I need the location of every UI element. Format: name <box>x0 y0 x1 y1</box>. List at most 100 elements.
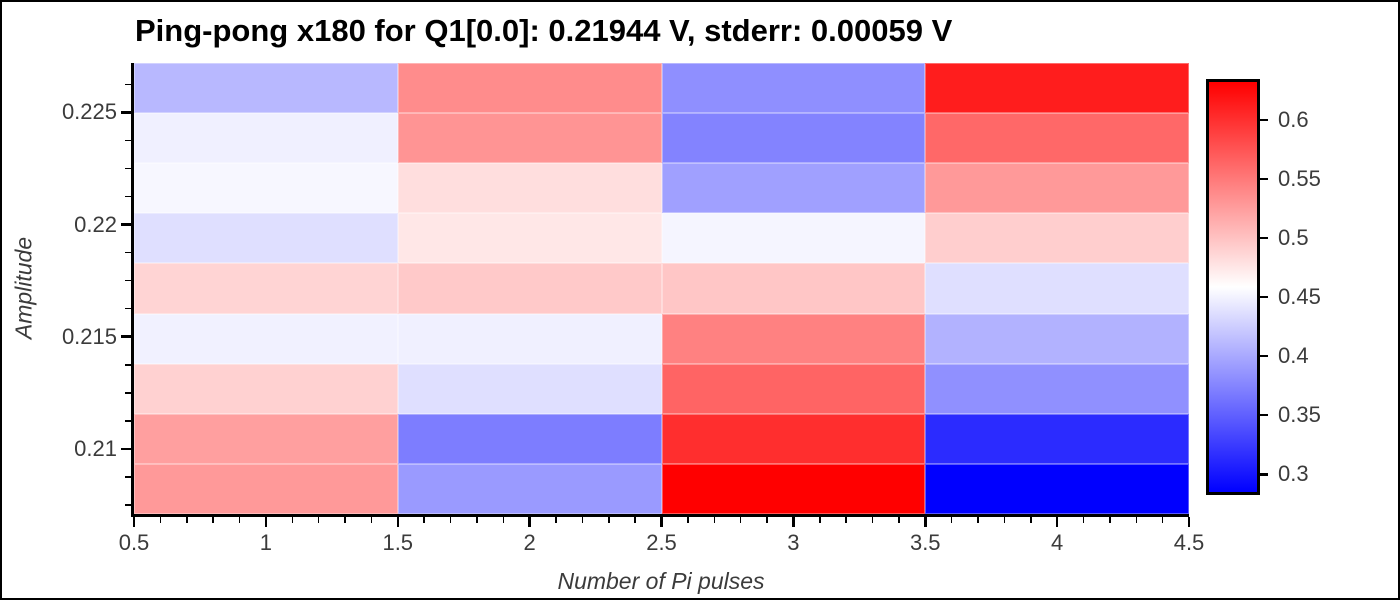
y-tick-label: 0.225 <box>61 99 117 125</box>
heatmap-cell <box>397 213 662 264</box>
heatmap-cell <box>397 313 662 364</box>
heatmap-cell <box>661 463 926 514</box>
x-minor-tick <box>739 517 742 523</box>
heatmap-cell <box>134 463 398 514</box>
y-minor-tick <box>125 83 131 86</box>
y-major-tick <box>121 111 131 114</box>
y-minor-tick <box>125 195 131 198</box>
colorbar-tick-label: 0.35 <box>1278 402 1321 428</box>
x-tick-label: 1.5 <box>382 530 414 555</box>
x-tick-label: 3.5 <box>909 530 941 555</box>
x-minor-tick <box>898 517 900 523</box>
x-axis-label: Number of Pi pulses <box>557 568 765 594</box>
x-minor-tick <box>977 517 979 523</box>
x-minor-tick <box>317 517 320 523</box>
x-minor-tick <box>291 517 293 523</box>
colorbar-tick <box>1260 473 1268 476</box>
y-major-tick <box>121 335 131 338</box>
x-minor-tick <box>845 517 847 523</box>
heatmap-cell <box>134 163 398 214</box>
x-tick-label: 3 <box>787 530 800 555</box>
y-axis-spine <box>131 63 134 517</box>
x-major-tick <box>792 517 795 527</box>
x-major-tick <box>1055 517 1059 527</box>
heatmap-cell <box>134 263 398 314</box>
x-minor-tick <box>1161 517 1164 523</box>
heatmap-cell <box>661 213 926 264</box>
chart-title: Ping-pong x180 for Q1[0.0]: 0.21944 V, s… <box>135 13 953 48</box>
x-tick-label: 4.5 <box>1173 530 1205 555</box>
x-major-tick <box>660 517 663 527</box>
heatmap-cell <box>397 163 662 214</box>
heatmap-cells <box>134 63 1189 514</box>
x-minor-tick <box>555 517 557 523</box>
x-minor-tick <box>344 517 346 523</box>
y-minor-tick <box>125 392 131 394</box>
heatmap-cell <box>134 413 398 464</box>
x-minor-tick <box>159 517 162 523</box>
heatmap-cell <box>134 63 398 114</box>
heatmap-cell <box>397 113 662 164</box>
x-minor-tick <box>581 517 584 523</box>
colorbar-tick-label: 0.45 <box>1278 284 1321 310</box>
x-major-tick <box>924 517 927 527</box>
heatmap-cell <box>661 163 926 214</box>
heatmap-plot-area <box>134 63 1189 514</box>
x-minor-tick <box>1030 517 1032 523</box>
y-minor-tick <box>125 504 131 506</box>
heatmap-cell <box>661 413 926 464</box>
x-tick-label: 2 <box>523 530 536 555</box>
heatmap-cell <box>925 263 1189 314</box>
y-tick-label: 0.22 <box>74 211 117 237</box>
x-minor-tick <box>634 517 636 523</box>
y-minor-tick <box>125 139 131 142</box>
x-minor-tick <box>819 517 821 523</box>
heatmap-cell <box>661 63 926 114</box>
x-tick-label: 2.5 <box>646 530 677 555</box>
x-minor-tick <box>1109 517 1111 523</box>
x-major-tick <box>264 517 268 527</box>
heatmap-cell <box>661 313 926 364</box>
colorbar-tick <box>1260 413 1268 417</box>
heatmap-cell <box>925 163 1189 214</box>
colorbar-tick <box>1260 118 1268 122</box>
y-axis-label: Amplitude <box>10 236 37 340</box>
colorbar <box>1206 79 1260 495</box>
y-tick-label: 0.21 <box>74 435 117 461</box>
x-tick-label: 0.5 <box>118 530 150 555</box>
heatmap-cell <box>925 213 1189 264</box>
x-minor-tick <box>449 517 452 523</box>
x-minor-tick <box>212 517 214 523</box>
x-minor-tick <box>687 517 689 523</box>
heatmap-cell <box>397 463 662 514</box>
heatmap-cell <box>134 363 398 414</box>
heatmap-cell <box>925 413 1189 464</box>
y-minor-tick <box>125 307 131 310</box>
heatmap-cell <box>661 263 926 314</box>
x-major-tick <box>1187 517 1191 527</box>
colorbar-tick <box>1260 354 1268 358</box>
x-tick-label: 4 <box>1051 530 1064 555</box>
y-tick-label: 0.215 <box>61 323 117 349</box>
colorbar-tick <box>1260 177 1268 181</box>
colorbar-tick-label: 0.4 <box>1278 343 1309 369</box>
x-major-tick <box>132 517 136 527</box>
y-major-tick <box>121 447 131 451</box>
y-major-tick <box>121 223 131 226</box>
x-minor-tick <box>1135 517 1137 523</box>
colorbar-tick-label: 0.6 <box>1278 106 1309 132</box>
x-minor-tick <box>871 517 874 523</box>
x-minor-tick <box>186 517 188 523</box>
heatmap-cell <box>397 413 662 464</box>
heatmap-cell <box>661 363 926 414</box>
x-minor-tick <box>1003 517 1006 523</box>
y-minor-tick <box>125 279 131 282</box>
x-minor-tick <box>766 517 768 523</box>
heatmap-cell <box>661 113 926 164</box>
heatmap-cell <box>397 63 662 114</box>
colorbar-tick <box>1260 236 1268 240</box>
heatmap-cell <box>925 463 1189 514</box>
x-minor-tick <box>238 517 241 523</box>
x-major-tick <box>396 517 399 527</box>
heatmap-cell <box>925 63 1189 114</box>
